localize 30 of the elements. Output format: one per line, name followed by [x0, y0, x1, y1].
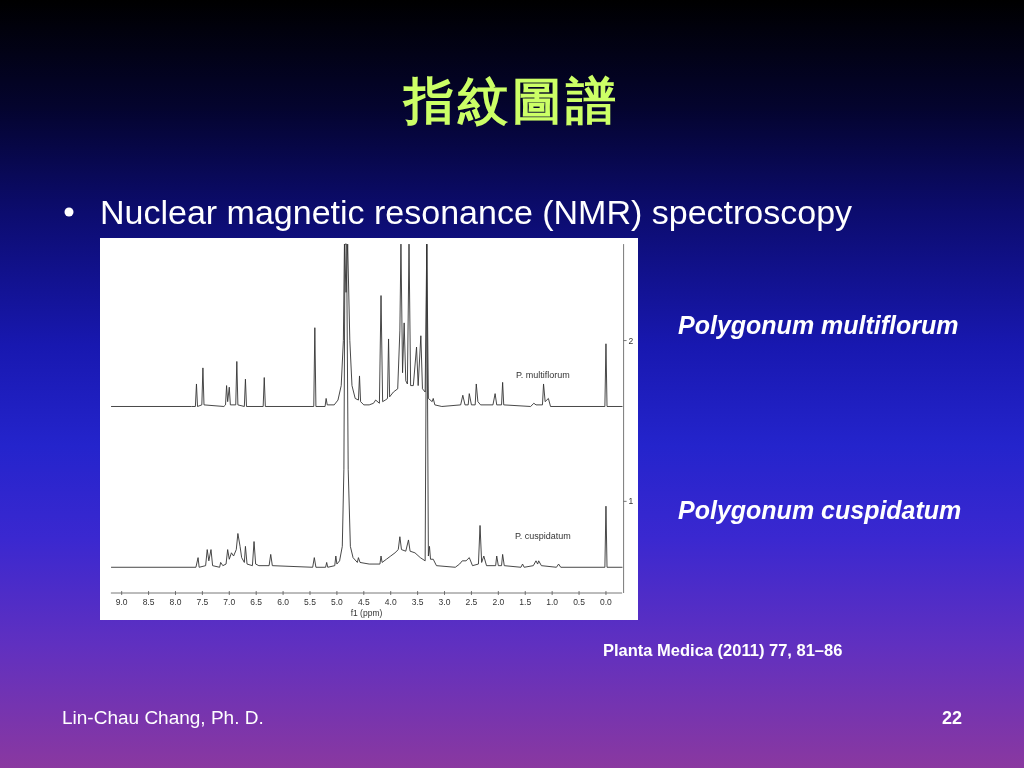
x-tick-label: 5.5 — [304, 597, 317, 607]
annotation: Polygonum cuspidatum — [678, 496, 962, 524]
x-tick-label: 3.5 — [411, 597, 424, 607]
x-tick-label: 8.5 — [142, 597, 155, 607]
x-tick-label: 4.5 — [357, 597, 370, 607]
x-tick-label: 3.0 — [438, 597, 451, 607]
x-tick-label: 7.5 — [196, 597, 209, 607]
x-tick-label: 2.0 — [492, 597, 505, 607]
x-tick-label: 6.5 — [250, 597, 263, 607]
x-tick-label: 2.5 — [465, 597, 478, 607]
y-tick-label: 2 — [628, 335, 634, 346]
x-tick-label: 9.0 — [115, 597, 128, 607]
chart: 9.0 8.5 8.0 7.5 7.0 6.5 6.0 5.5 5.0 4.5 4.0 3.5 3.0 2.5 2.0 1.5 1.0 0.5 0.0 f1 (ppm) 1 2 P. multiflorum P. cuspidatum — [100, 238, 638, 620]
subtitle: Nuclear magnetic resonance (NMR) spectroscopy — [100, 193, 853, 231]
annotation: Polygonum multiflorum — [678, 311, 959, 339]
x-tick-label: 4.0 — [384, 597, 397, 607]
x-tick-label: 8.0 — [169, 597, 182, 607]
x-tick-label: 0.5 — [573, 597, 586, 607]
x-tick-label: 1.0 — [546, 597, 559, 607]
annotation: Lin-Chau Chang, Ph. D. — [62, 707, 264, 728]
x-tick-label: 5.0 — [330, 597, 344, 607]
x-tick-label: 6.0 — [277, 597, 290, 607]
annotation: 22 — [941, 708, 962, 728]
x-tick-label: 0.0 — [600, 597, 613, 607]
x-axis-title: f1 (ppm) — [350, 607, 383, 618]
y-tick-label: 1 — [628, 496, 634, 507]
x-tick-label: 7.0 — [223, 597, 236, 607]
x-tick-label: 1.5 — [519, 597, 532, 607]
title: 指紋圖譜 — [404, 71, 620, 130]
annotation: Planta Medica (2011) 77, 81–86 — [603, 641, 843, 659]
